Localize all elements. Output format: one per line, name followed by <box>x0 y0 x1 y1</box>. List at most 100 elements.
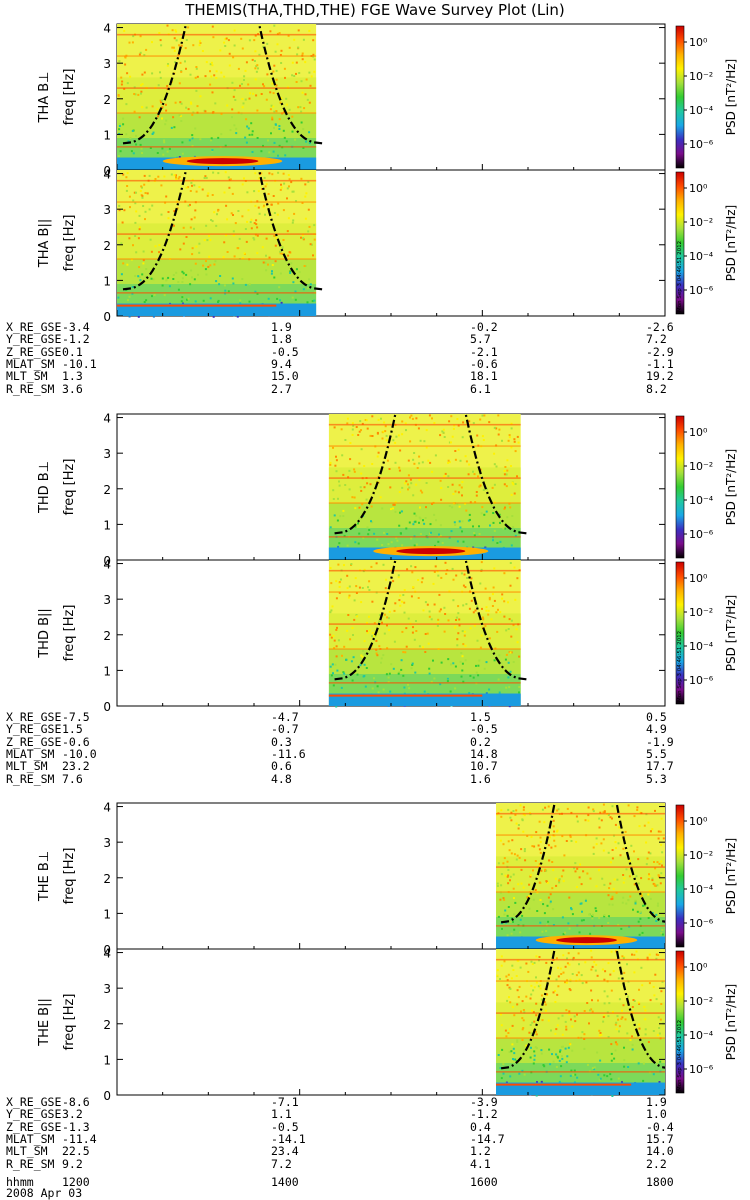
orbit-value: 22.5 <box>62 1144 90 1159</box>
colorbar <box>675 25 685 169</box>
orbit-value: -0.5 <box>271 1119 299 1134</box>
orbit-table-the: X_RE_GSE -8.6 -7.1 -3.9 1.9 Y_RE_GSE 3.2 1.1 -1.… <box>6 1095 696 1193</box>
gyro-curve-left <box>500 949 556 1070</box>
spectral-line <box>496 891 665 893</box>
colorbar-tick-label: 10⁻² <box>689 849 713 862</box>
orbit-value: -0.6 <box>62 734 90 749</box>
orbit-row-label: X_RE_GSE <box>6 1095 62 1109</box>
y-tick-label: 3 <box>103 447 111 461</box>
colorbar <box>675 804 685 948</box>
colorbar-tick-label: 10⁻⁴ <box>689 883 714 896</box>
orbit-value: -7.5 <box>62 710 90 724</box>
y-tick-label: 2 <box>103 483 111 497</box>
gyro-curve-left <box>334 414 397 535</box>
orbit-value: 0.5 <box>646 710 667 724</box>
panel-ylabel: THA B|| <box>37 219 52 268</box>
y-tick-label: 0 <box>103 1089 111 1103</box>
orbit-value: 4.8 <box>271 771 292 786</box>
orbit-value: -1.3 <box>62 1119 90 1134</box>
gyrofrequency-curves <box>334 560 527 681</box>
colorbar <box>675 171 685 315</box>
spectrogram-band <box>496 1062 665 1083</box>
orbit-value: -0.6 <box>470 356 498 371</box>
spectrogram-band <box>496 916 665 937</box>
orbit-value: -3.9 <box>470 1095 498 1109</box>
colorbar-tick-label: 10⁻² <box>689 995 713 1008</box>
colorbar-label: PSD [nT²/Hz] <box>724 984 738 1060</box>
gyro-curve-right <box>464 414 527 535</box>
panel-ylabel: THE B⊥ <box>37 851 52 902</box>
chart-title: THEMIS(THA,THD,THE) FGE Wave Survey Plot… <box>185 1 565 19</box>
orbit-row-label: Y_RE_GSE <box>6 722 62 737</box>
orbit-value: -10.1 <box>62 356 97 371</box>
colorbar-label: PSD [nT²/Hz] <box>724 838 738 914</box>
freq-axis-label: freq [Hz] <box>62 459 77 516</box>
orbit-row-label: Y_RE_GSE <box>6 1107 62 1122</box>
orbit-value: -0.7 <box>271 722 299 737</box>
orbit-value: 1.5 <box>62 722 83 737</box>
spectrogram-band <box>117 77 317 114</box>
orbit-value: 9.4 <box>271 356 292 371</box>
orbit-row-label: Z_RE_GSE <box>6 344 62 359</box>
spectral-line <box>328 569 521 572</box>
orbit-value: 3.6 <box>62 381 83 396</box>
freq-axis-label: freq [Hz] <box>62 994 77 1051</box>
orbit-value: -0.5 <box>470 722 498 737</box>
low-frequency-band <box>117 303 317 316</box>
y-tick-label: 1 <box>103 907 111 921</box>
y-tick-label: 1 <box>103 274 111 288</box>
spectral-line <box>496 1012 665 1014</box>
y-tick-label: 0 <box>103 554 111 568</box>
y-tick-label: 4 <box>103 412 111 426</box>
x-tick-label: 1200 <box>62 1175 90 1189</box>
colorbar-tick-label: 10⁻⁴ <box>689 494 714 507</box>
orbit-value: -2.6 <box>646 320 674 334</box>
gyro-curve-right <box>615 803 665 923</box>
spectral-line <box>496 812 665 815</box>
spectral-lines <box>328 423 521 538</box>
gyro-curve-right <box>464 560 527 681</box>
power-line <box>117 304 277 307</box>
orbit-value: 17.7 <box>646 759 674 774</box>
gyrofrequency-curves <box>122 170 323 291</box>
freq-axis-label: freq [Hz] <box>62 848 77 905</box>
power-line <box>328 694 483 697</box>
y-tick-label: 0 <box>103 310 111 324</box>
spectral-line <box>496 834 665 836</box>
spectrogram-band <box>328 467 521 504</box>
orbit-value: 8.2 <box>646 381 667 396</box>
spectrogram-band <box>328 673 521 694</box>
spectral-line <box>328 682 521 684</box>
colorbar-tick-label: 10⁻⁶ <box>689 917 714 930</box>
y-tick-label: 3 <box>103 593 111 607</box>
orbit-table-thd: X_RE_GSE -7.5 -4.7 1.5 0.5 Y_RE_GSE 1.5 -0.7 -0.… <box>6 710 696 808</box>
orbit-row-label: X_RE_GSE <box>6 320 62 334</box>
freq-axis-label: freq [Hz] <box>62 69 77 126</box>
orbit-value: 0.3 <box>271 734 292 749</box>
spectrogram-band <box>328 649 521 674</box>
spectral-line <box>328 445 521 447</box>
y-tick-label: 3 <box>103 203 111 217</box>
low-frequency-band <box>496 1082 665 1095</box>
colorbar-label: PSD [nT²/Hz] <box>724 449 738 525</box>
orbit-value: -1.9 <box>646 734 674 749</box>
spectrogram-band <box>117 259 317 284</box>
spectral-line <box>117 233 317 235</box>
spectrogram-band <box>496 1038 665 1063</box>
orbit-value: 3.2 <box>62 1107 83 1122</box>
colorbar <box>675 561 685 705</box>
y-tick-label: 1 <box>103 1053 111 1067</box>
gyro-curve-left <box>122 170 188 291</box>
y-tick-label: 2 <box>103 872 111 886</box>
orbit-value: 5.5 <box>646 746 667 761</box>
orbit-row-label: Z_RE_GSE <box>6 1119 62 1134</box>
spectral-line <box>117 201 317 203</box>
power-peak-core <box>556 937 617 944</box>
spectrogram <box>328 560 521 708</box>
orbit-value: 0.6 <box>271 759 292 774</box>
colorbar-label: PSD [nT²/Hz] <box>724 59 738 135</box>
colorbar-tick-label: 10⁰ <box>689 426 708 439</box>
generation-stamp: Mon Sep 3 04:46:51 2012 <box>677 1020 683 1091</box>
orbit-value: 4.9 <box>646 722 667 737</box>
